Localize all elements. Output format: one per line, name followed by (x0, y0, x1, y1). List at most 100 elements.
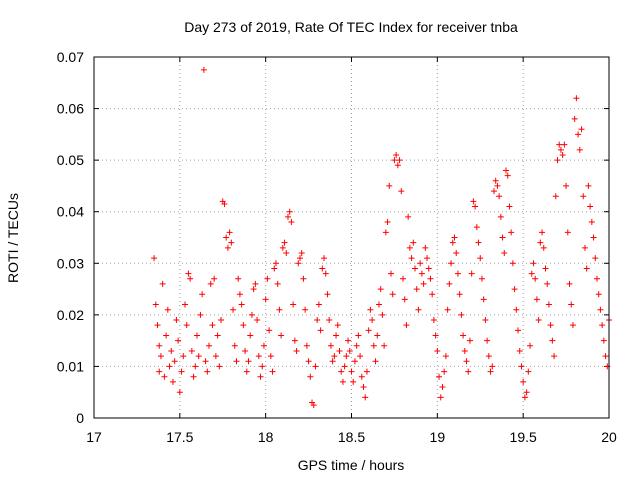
data-point (602, 353, 609, 360)
data-point (521, 394, 528, 401)
data-point (394, 162, 401, 169)
y-tick-label: 0.02 (57, 307, 84, 323)
data-point (365, 327, 372, 334)
data-point (305, 358, 312, 365)
data-point (592, 255, 599, 262)
data-point (549, 337, 556, 344)
data-point (535, 317, 542, 324)
data-point (314, 317, 321, 324)
data-point (307, 373, 314, 380)
data-point (429, 291, 436, 298)
y-tick-label: 0 (76, 410, 84, 426)
data-point (355, 332, 362, 339)
data-point (180, 353, 187, 360)
data-point (417, 260, 424, 267)
data-point (542, 265, 549, 272)
data-point (424, 255, 431, 262)
y-tick-label: 0.05 (57, 152, 84, 168)
y-tick-label: 0.06 (57, 101, 84, 117)
data-point (527, 342, 534, 349)
x-tick-label: 18 (258, 429, 274, 445)
data-point (351, 358, 358, 365)
data-point (247, 332, 254, 339)
chart-title: Day 273 of 2019, Rate Of TEC Index for r… (184, 19, 518, 35)
data-point (345, 337, 352, 344)
data-point (400, 275, 406, 282)
data-point (259, 363, 266, 370)
data-point (236, 291, 243, 298)
data-point (310, 402, 317, 409)
data-point (401, 296, 408, 303)
data-point (333, 332, 340, 339)
data-point (537, 239, 544, 246)
data-point (233, 358, 240, 365)
data-point (539, 229, 546, 236)
y-tick-label: 0.04 (57, 204, 84, 220)
data-point (581, 244, 588, 251)
data-point (523, 389, 530, 396)
data-point (185, 270, 192, 277)
data-point (412, 265, 419, 272)
data-point (545, 301, 552, 308)
data-point (235, 275, 242, 282)
data-point (283, 249, 290, 256)
data-point (460, 332, 467, 339)
x-tick-label: 20 (601, 429, 617, 445)
data-point (181, 301, 188, 308)
data-point (600, 337, 607, 344)
data-point (499, 234, 506, 241)
data-point (482, 317, 489, 324)
data-point (238, 301, 245, 308)
data-point (595, 291, 602, 298)
data-point (403, 322, 410, 329)
data-point (151, 255, 158, 262)
data-point (209, 322, 216, 329)
data-point (576, 146, 583, 153)
data-point (564, 229, 571, 236)
data-point (489, 363, 496, 370)
data-point (458, 311, 465, 318)
data-point (485, 353, 492, 360)
data-point (477, 255, 484, 262)
data-point (379, 311, 386, 318)
data-point (475, 239, 482, 246)
data-point (516, 347, 523, 354)
data-point (248, 311, 255, 318)
data-point (267, 353, 274, 360)
data-point (501, 249, 508, 256)
x-tick-label: 19 (430, 429, 446, 445)
data-point (176, 389, 183, 396)
data-point (336, 347, 343, 354)
data-point (456, 291, 463, 298)
data-point (154, 322, 161, 329)
data-point (197, 311, 204, 318)
data-point (490, 188, 497, 195)
data-point (159, 280, 166, 287)
data-point (386, 182, 393, 189)
data-point (338, 368, 345, 375)
data-point (518, 363, 525, 370)
data-point (372, 358, 379, 365)
data-point (506, 203, 513, 210)
data-point (188, 347, 195, 354)
data-point (228, 239, 235, 246)
data-point (540, 244, 547, 251)
data-point (453, 249, 460, 256)
data-point (326, 317, 333, 324)
data-point (497, 213, 504, 220)
data-point (161, 373, 168, 380)
data-point (171, 358, 178, 365)
data-point (568, 301, 575, 308)
data-point (295, 260, 302, 267)
data-point (515, 327, 522, 334)
data-point (187, 275, 194, 282)
y-tick-label: 0.07 (57, 49, 84, 65)
data-point (284, 213, 291, 220)
data-point (451, 234, 458, 241)
data-point (348, 368, 355, 375)
x-tick-label: 18.5 (338, 429, 365, 445)
data-point (449, 239, 456, 246)
data-point (583, 265, 590, 272)
data-point (369, 317, 376, 324)
data-point (195, 353, 202, 360)
